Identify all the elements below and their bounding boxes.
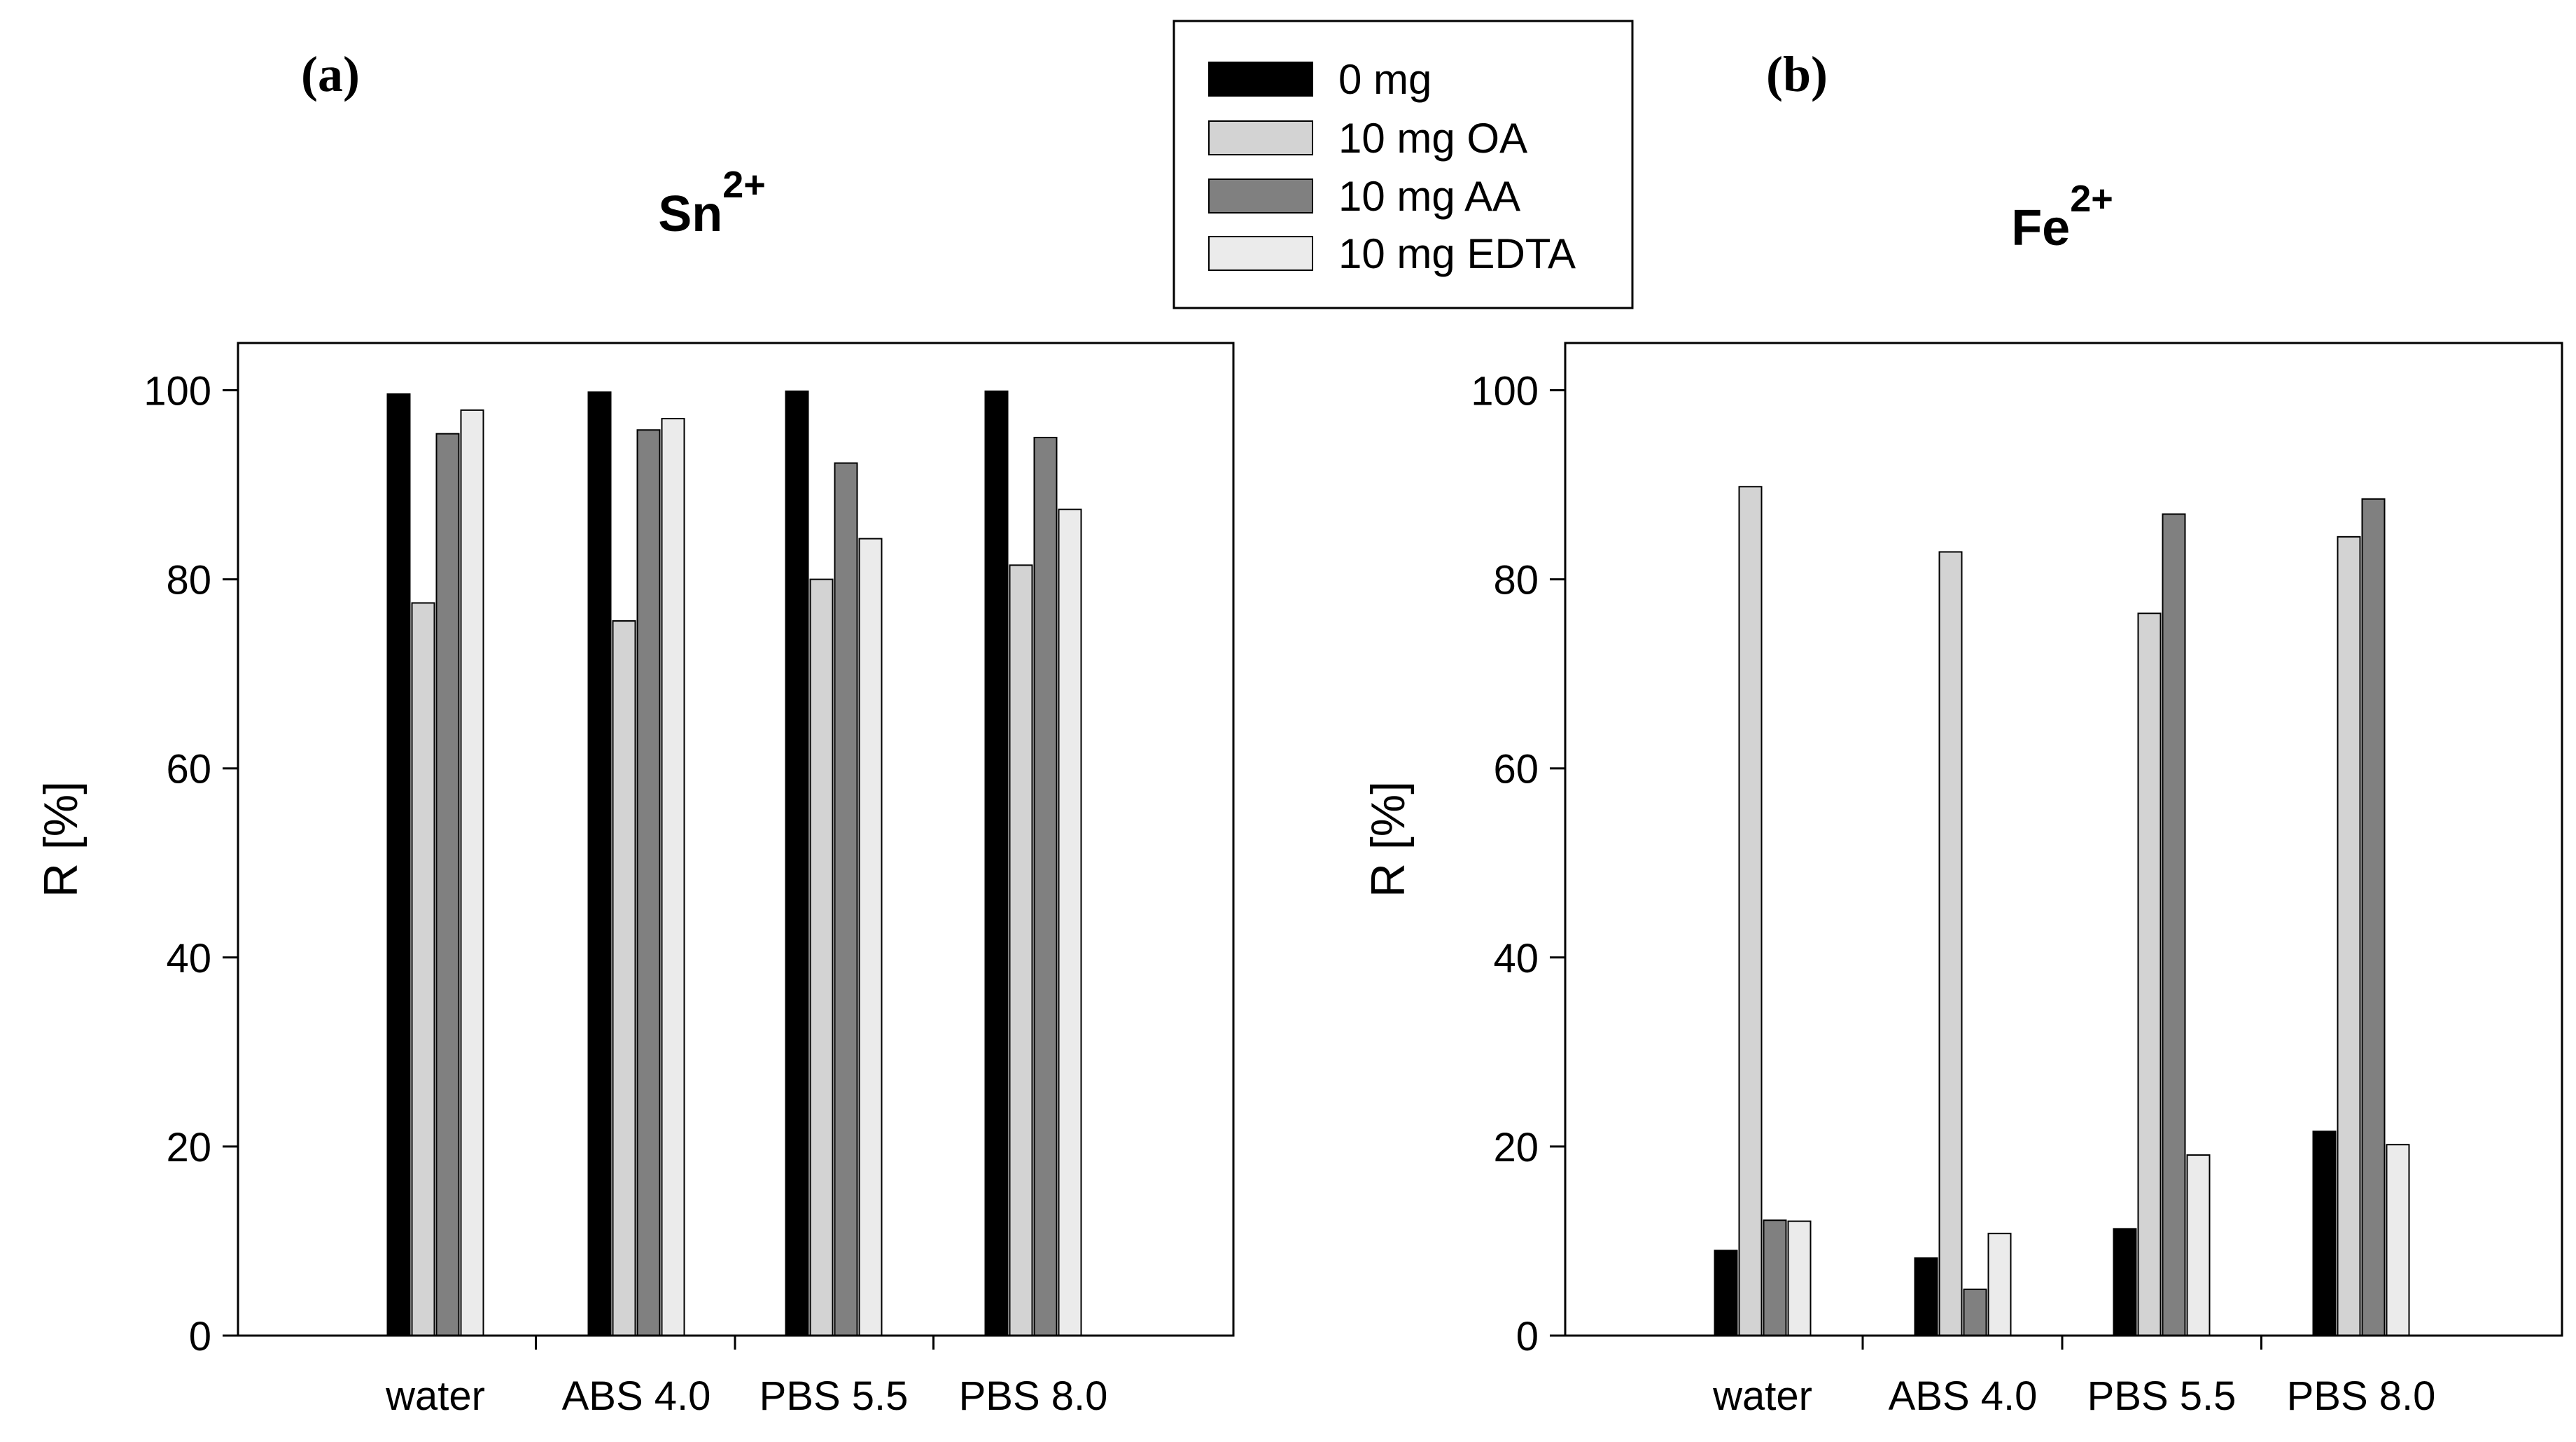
chart-panel-a: (a) Sn2+ 0 20 40 60 80 100 water ABS 4.0 PBS 5.5 PB… [34, 46, 1235, 1419]
bar-pbs-5-5-0-mg [2113, 1228, 2137, 1337]
bar-pbs-5-5-10-mg-oa [809, 578, 834, 1336]
x-tick-label: PBS 5.5 [2087, 1373, 2236, 1419]
chart-title-superscript: 2+ [2070, 178, 2113, 220]
bar-pbs-8-0-10-mg-oa [1009, 564, 1033, 1336]
x-tick-label: PBS 8.0 [2287, 1373, 2436, 1419]
legend-swatch-10-mg-aa [1208, 178, 1313, 214]
bar-water-10-mg-aa [435, 433, 460, 1336]
bar-water-0-mg [1714, 1250, 1738, 1337]
y-tick-label: 60 [166, 747, 211, 792]
legend-label-0-mg: 0 mg [1338, 56, 1432, 103]
y-axis-label: R [%] [34, 781, 88, 897]
bar-pbs-5-5-10-mg-edta [2186, 1154, 2211, 1337]
x-tick-label: PBS 8.0 [959, 1373, 1108, 1419]
panel-label: (a) [301, 46, 360, 102]
bar-water-10-mg-oa [411, 602, 435, 1336]
y-tick-label: 0 [189, 1314, 211, 1359]
legend-label-10-mg-oa: 10 mg OA [1338, 115, 1527, 162]
x-tick-label: PBS 5.5 [760, 1373, 909, 1419]
bar-abs-4-0-0-mg [587, 391, 612, 1336]
bar-abs-4-0-10-mg-edta [661, 418, 685, 1336]
bar-water-10-mg-edta [1787, 1220, 1812, 1337]
y-tick-label: 60 [1493, 747, 1539, 792]
x-tick-label: water [385, 1373, 485, 1419]
bar-abs-4-0-10-mg-edta [1987, 1233, 2012, 1336]
bar-water-10-mg-aa [1763, 1219, 1787, 1337]
chart-title-superscript: 2+ [722, 164, 766, 206]
panel-label: (b) [1766, 46, 1828, 102]
chart-panel-b: (b) Fe2+ 0 20 40 60 80 100 water ABS 4.0 PBS 5.5 PB… [1362, 46, 2563, 1419]
y-tick-label: 40 [1493, 936, 1539, 981]
y-tick-label: 40 [166, 936, 211, 981]
bar-pbs-5-5-10-mg-oa [2137, 612, 2162, 1336]
y-tick-label: 80 [166, 558, 211, 603]
bar-pbs-8-0-0-mg [984, 390, 1009, 1336]
y-tick-label: 0 [1516, 1314, 1539, 1359]
bar-pbs-8-0-10-mg-oa [2337, 536, 2361, 1336]
legend-label-10-mg-edta: 10 mg EDTA [1338, 230, 1576, 277]
bar-water-10-mg-oa [1738, 486, 1763, 1337]
x-tick-label: water [1712, 1373, 1812, 1419]
y-tick-label: 100 [1471, 369, 1539, 414]
bar-abs-4-0-10-mg-oa [612, 620, 636, 1336]
bar-pbs-5-5-0-mg [785, 390, 809, 1336]
bar-pbs-5-5-10-mg-edta [858, 538, 883, 1336]
chart-title: Fe2+ [2011, 178, 2113, 256]
x-tick-label: ABS 4.0 [562, 1373, 711, 1419]
chart-title-base: Fe [2011, 200, 2070, 256]
bar-pbs-8-0-10-mg-aa [2361, 498, 2386, 1336]
legend-swatch-0-mg [1208, 62, 1313, 97]
chart-title: Sn2+ [658, 164, 766, 242]
y-tick-label: 80 [1493, 558, 1539, 603]
bar-pbs-8-0-10-mg-edta [2386, 1144, 2410, 1337]
bar-pbs-5-5-10-mg-aa [834, 462, 858, 1336]
legend-swatch-10-mg-edta [1208, 236, 1313, 271]
y-tick-label: 100 [144, 369, 211, 414]
plot-frame [1564, 342, 2563, 1337]
bar-abs-4-0-10-mg-oa [1938, 551, 1963, 1337]
bar-pbs-5-5-10-mg-aa [2162, 513, 2186, 1337]
bar-pbs-8-0-0-mg [2312, 1130, 2337, 1336]
legend-label-10-mg-aa: 10 mg AA [1338, 173, 1520, 220]
bar-abs-4-0-10-mg-aa [1963, 1288, 1987, 1336]
chart-title-base: Sn [658, 186, 722, 242]
legend: 0 mg 10 mg OA 10 mg AA 10 mg EDTA [1172, 20, 1634, 309]
legend-swatch-10-mg-oa [1208, 120, 1313, 155]
bar-water-0-mg [386, 393, 411, 1337]
bar-water-10-mg-edta [460, 409, 484, 1336]
bar-pbs-8-0-10-mg-edta [1058, 508, 1082, 1336]
bar-abs-4-0-10-mg-aa [636, 429, 661, 1337]
y-tick-label: 20 [166, 1125, 211, 1170]
bar-abs-4-0-0-mg [1914, 1257, 1938, 1337]
y-axis-label: R [%] [1362, 781, 1415, 897]
bar-pbs-8-0-10-mg-aa [1033, 437, 1058, 1336]
y-tick-label: 20 [1493, 1125, 1539, 1170]
x-tick-label: ABS 4.0 [1889, 1373, 2038, 1419]
